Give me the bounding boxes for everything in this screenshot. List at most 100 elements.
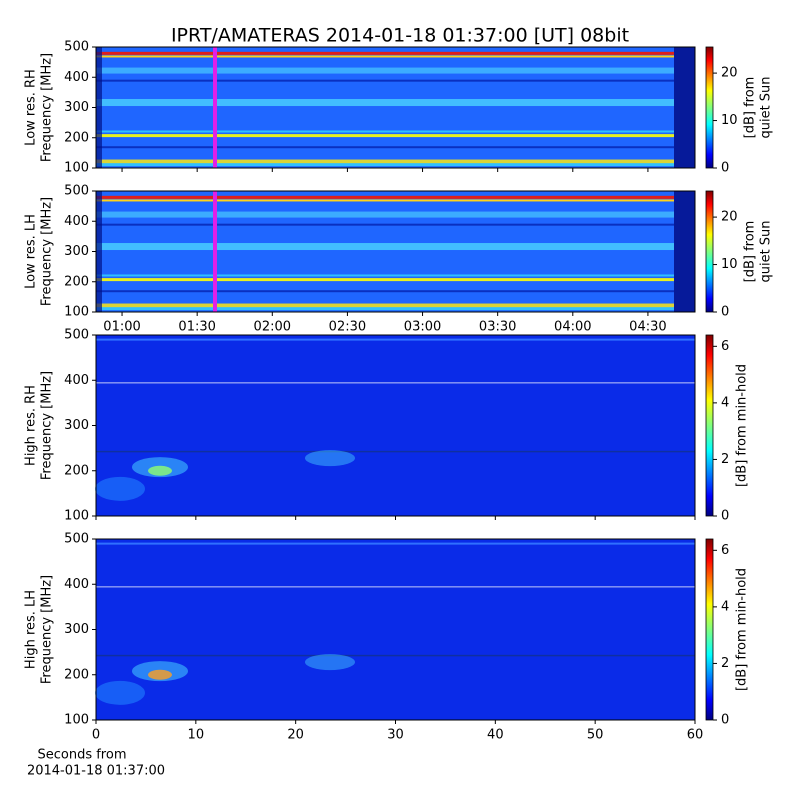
y-axis-label: Low res. RH [24, 69, 39, 146]
spectrogram-bg [96, 539, 695, 720]
burst [95, 680, 145, 705]
spectrogram-band [96, 199, 695, 202]
colorbar-tick-label: 6 [721, 339, 729, 354]
colorbar-label: quiet Sun [759, 220, 774, 282]
colorbar [705, 46, 714, 169]
x-tick-label: 01:30 [178, 320, 215, 335]
x-tick-label: 0 [92, 728, 100, 743]
colorbar-tick-label: 0 [721, 509, 729, 524]
y-tick-label: 200 [64, 667, 89, 682]
spectrogram-band [96, 303, 695, 308]
colorbar [705, 538, 714, 721]
spectrogram-band [96, 159, 695, 164]
figure-title: IPRT/AMATERAS 2014-01-18 01:37:00 [UT] 0… [171, 25, 629, 47]
spectrogram-band [96, 163, 695, 167]
y-tick-label: 500 [64, 40, 89, 55]
y-axis-label: Frequency [MHz] [40, 197, 55, 306]
y-tick-label: 500 [64, 184, 89, 199]
y-tick-label: 400 [64, 373, 89, 388]
x-tick-label: 50 [587, 728, 604, 743]
x-tick-label: 03:00 [404, 320, 441, 335]
spectrogram-band [96, 586, 695, 588]
spectrogram-image [95, 335, 695, 516]
spectrogram-band [96, 274, 695, 277]
x-tick-label: 60 [687, 728, 704, 743]
x-tick-label: 40 [487, 728, 504, 743]
burst [305, 654, 355, 671]
spectrogram-image [96, 47, 695, 168]
burst [95, 476, 145, 501]
spectrogram-band [96, 134, 695, 138]
y-tick-label: 300 [64, 622, 89, 637]
y-axis-label: Frequency [MHz] [40, 371, 55, 480]
y-tick-label: 300 [64, 100, 89, 115]
spectrogram-band [96, 99, 695, 107]
spectrogram-band [96, 307, 695, 311]
spectrogram-band [96, 290, 695, 293]
y-tick-label: 500 [64, 532, 89, 547]
colorbar-tick-label: 0 [721, 161, 729, 176]
spectrogram-band [96, 211, 695, 218]
y-tick-label: 100 [64, 305, 89, 320]
x-tick-label: 10 [188, 728, 205, 743]
colorbar-tick-label: 20 [721, 66, 738, 81]
x-tick-label: 03:30 [479, 320, 516, 335]
colorbar-tick-label: 0 [721, 713, 729, 728]
x-axis-label: 2014-01-18 01:37:00 [27, 764, 165, 779]
colorbar-tick-label: 2 [721, 452, 729, 467]
y-axis-label: High res. RH [24, 385, 39, 466]
spectrogram-band [96, 79, 695, 82]
spectrogram-band [96, 338, 695, 341]
colorbar-tick-label: 20 [721, 210, 738, 225]
spectrogram-band [96, 542, 695, 545]
colorbar [705, 190, 714, 313]
colorbar-tick-label: 10 [721, 257, 738, 272]
x-tick-label: 04:00 [554, 320, 591, 335]
spectrogram-band [96, 278, 695, 282]
y-tick-label: 200 [64, 463, 89, 478]
colorbar-tick-label: 6 [721, 543, 729, 558]
colorbar-tick-label: 2 [721, 656, 729, 671]
colorbar-label: [dB] from [743, 77, 758, 139]
y-axis-label: Frequency [MHz] [40, 575, 55, 684]
y-tick-label: 400 [64, 70, 89, 85]
burst [148, 669, 172, 680]
x-tick-label: 20 [287, 728, 304, 743]
colorbar-label: [dB] from min-hold [735, 568, 750, 691]
x-tick-label: 02:30 [329, 320, 366, 335]
spectrogram-band [96, 51, 695, 55]
burst [148, 465, 172, 476]
spectrogram-band [96, 67, 695, 74]
data-gap [674, 47, 695, 168]
colorbar-tick-label: 4 [721, 599, 729, 614]
spectrogram-bg [96, 335, 695, 516]
spectrogram-band [96, 55, 695, 58]
marker-line [213, 191, 217, 312]
edge [96, 47, 102, 168]
data-gap [674, 191, 695, 312]
x-tick-label: 02:00 [254, 320, 291, 335]
marker-line [213, 47, 217, 168]
spectrogram-band [96, 243, 695, 251]
spectrogram-band [96, 223, 695, 226]
y-axis-label: Low res. LH [24, 214, 39, 289]
colorbar-label: quiet Sun [759, 76, 774, 138]
y-tick-label: 300 [64, 418, 89, 433]
colorbar-label: [dB] from min-hold [735, 364, 750, 487]
x-tick-label: 04:30 [629, 320, 666, 335]
y-tick-label: 200 [64, 130, 89, 145]
spectrogram-image [95, 539, 695, 720]
y-tick-label: 100 [64, 509, 89, 524]
burst [305, 450, 355, 467]
spectrogram-band [96, 654, 695, 657]
spectrogram-bg [96, 191, 695, 312]
colorbar-tick-label: 0 [721, 305, 729, 320]
colorbar [705, 334, 714, 517]
y-tick-label: 100 [64, 161, 89, 176]
y-tick-label: 400 [64, 577, 89, 592]
spectrogram-band [96, 195, 695, 199]
spectrogram-band [96, 450, 695, 453]
spectrogram-image [96, 191, 695, 312]
spectrogram-band [96, 382, 695, 384]
